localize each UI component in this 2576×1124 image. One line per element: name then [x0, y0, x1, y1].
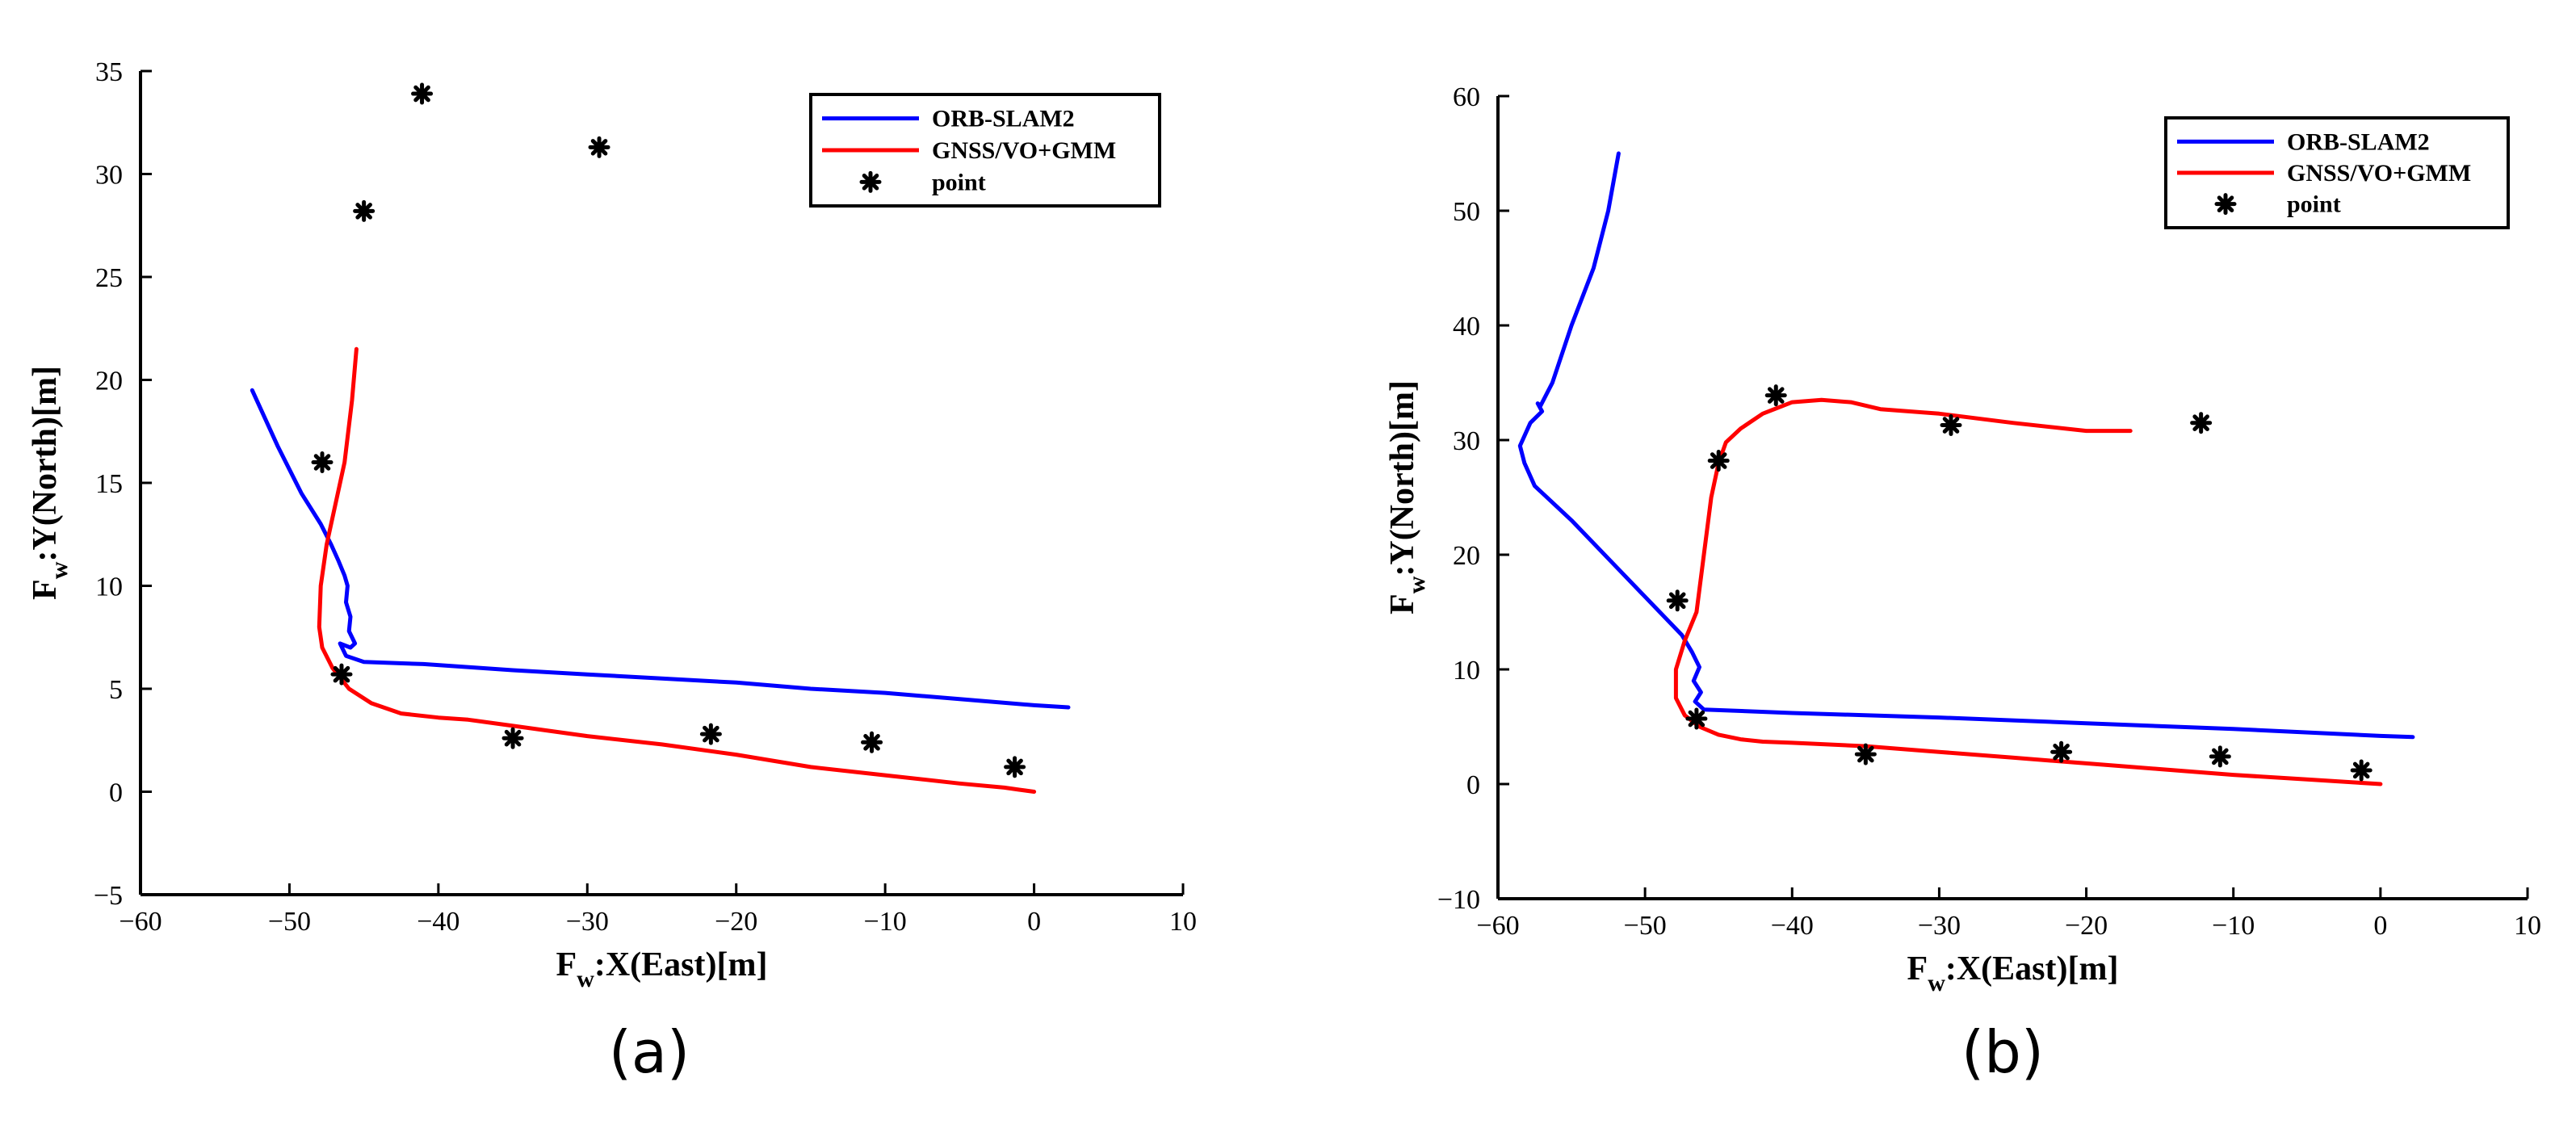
- legend-label: point: [2287, 191, 2341, 218]
- x-tick-label: −60: [1476, 911, 1519, 941]
- y-tick-label: 40: [1453, 312, 1480, 342]
- y-tick-label: 0: [109, 778, 123, 808]
- point-marker: [1707, 450, 1730, 472]
- x-axis-label: Fw:X(East)[m]: [556, 946, 768, 992]
- x-tick-label: −40: [417, 907, 459, 937]
- point-marker: [861, 731, 883, 753]
- y-tick-label: 20: [1453, 541, 1480, 571]
- x-tick-label: −50: [1624, 911, 1667, 941]
- y-tick-label: 50: [1453, 197, 1480, 227]
- y-tick-label: 30: [95, 161, 123, 191]
- y-tick-label: 25: [95, 263, 123, 293]
- caption-a: (a): [609, 1018, 690, 1086]
- y-tick-label: 10: [95, 572, 123, 602]
- y-tick-label: −10: [1437, 885, 1480, 915]
- x-tick-label: 10: [1169, 907, 1197, 937]
- y-tick-label: 5: [109, 675, 123, 705]
- point-marker: [1940, 414, 1962, 437]
- series-line-gnss-vo-gmm: [1673, 397, 2383, 786]
- x-tick-label: −40: [1771, 911, 1814, 941]
- x-tick-label: −10: [864, 907, 907, 937]
- point-marker: [330, 663, 353, 686]
- y-tick-label: 10: [1453, 656, 1480, 686]
- x-tick-label: 10: [2514, 911, 2541, 941]
- x-tick-label: 0: [2373, 911, 2387, 941]
- chart-b: −60 −50 −40 −30 −20 −10 0 10 −10 0 10 20 30 40 50 60 Fw:…: [1384, 82, 2541, 1086]
- legend-marker: [859, 170, 882, 193]
- point-marker: [501, 727, 524, 749]
- point-marker: [2190, 412, 2213, 434]
- x-tick-label: −20: [2065, 911, 2108, 941]
- x-tick-label: −30: [1918, 911, 1961, 941]
- x-tick-label: 0: [1027, 907, 1041, 937]
- y-tick-label: −5: [94, 881, 123, 911]
- point-marker: [588, 136, 610, 158]
- legend-label: ORB-SLAM2: [932, 106, 1075, 132]
- point-marker: [2350, 759, 2373, 782]
- legend-marker: [2214, 193, 2237, 216]
- point-marker: [1764, 384, 1787, 407]
- legend: ORB-SLAM2 GNSS/VO+GMM point: [2164, 116, 2510, 229]
- series-line-gnss-vo-gmm: [317, 346, 1037, 794]
- y-tick-label: 35: [95, 57, 123, 87]
- point-marker: [1004, 756, 1026, 778]
- point-marker: [1666, 589, 1689, 612]
- point-marker: [353, 199, 375, 222]
- y-tick-label: 15: [95, 469, 123, 499]
- caption-b: (b): [1961, 1018, 2044, 1086]
- legend-label: GNSS/VO+GMM: [932, 137, 1116, 164]
- y-axis-label: Fw:Y(North)[m]: [27, 366, 73, 600]
- x-tick-label: −10: [2212, 911, 2255, 941]
- x-tick-label: −30: [566, 907, 609, 937]
- point-marker: [2209, 745, 2231, 768]
- point-marker: [411, 82, 434, 105]
- chart-a: −60 −50 −40 −30 −20 −10 0 10−505101520253035Fw:…: [27, 57, 1197, 1086]
- series-line-orb-slam2: [1517, 151, 2415, 740]
- point-marker: [2050, 740, 2073, 763]
- point-marker: [699, 723, 722, 745]
- y-tick-label: 20: [95, 367, 123, 396]
- y-tick-label: 0: [1466, 770, 1480, 800]
- y-axis-label: Fw:Y(North)[m]: [1384, 380, 1430, 614]
- x-tick-label: −50: [268, 907, 311, 937]
- legend-label: point: [932, 169, 986, 195]
- legend: ORB-SLAM2 GNSS/VO+GMM point: [809, 93, 1161, 208]
- y-tick-label: 30: [1453, 426, 1480, 456]
- point-marker: [1685, 707, 1708, 730]
- point-marker: [311, 451, 334, 473]
- legend-label: ORB-SLAM2: [2287, 128, 2430, 155]
- series-line-orb-slam2: [250, 388, 1071, 710]
- x-axis-label: Fw:X(East)[m]: [1907, 950, 2119, 996]
- point-marker: [1854, 743, 1877, 765]
- legend-label: GNSS/VO+GMM: [2287, 160, 2471, 187]
- x-tick-label: −20: [715, 907, 757, 937]
- y-tick-label: 60: [1453, 82, 1480, 112]
- x-tick-label: −60: [119, 907, 162, 937]
